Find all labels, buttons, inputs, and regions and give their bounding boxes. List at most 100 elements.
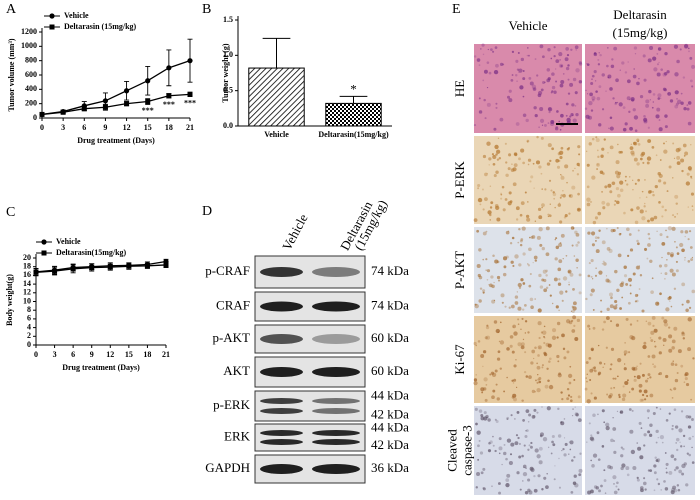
y-tick-label: 14	[23, 279, 31, 288]
row-label: P-AKT	[452, 251, 467, 289]
tissue-speck	[562, 448, 565, 451]
tissue-speck	[685, 181, 691, 186]
tissue-speck	[482, 53, 485, 56]
tissue-speck	[605, 278, 610, 283]
tissue-speck	[541, 364, 544, 367]
tissue-speck	[647, 243, 651, 247]
y-tick-label: 18	[23, 262, 31, 271]
tissue-speck	[520, 57, 525, 62]
tissue-speck	[572, 306, 577, 311]
tissue-speck	[512, 167, 517, 172]
tissue-speck	[685, 414, 690, 419]
tissue-speck	[526, 217, 531, 222]
tissue-speck	[650, 339, 654, 342]
tissue-speck	[490, 48, 493, 51]
tissue-speck	[608, 292, 614, 297]
tissue-speck	[473, 124, 477, 127]
tissue-speck	[621, 61, 625, 65]
tissue-speck	[555, 305, 559, 309]
tissue-speck	[628, 233, 632, 236]
tissue-speck	[656, 107, 661, 112]
tissue-speck	[551, 302, 554, 305]
tissue-speck	[482, 350, 487, 354]
tissue-speck	[586, 93, 589, 95]
tissue-speck	[625, 466, 630, 471]
tissue-speck	[600, 310, 603, 313]
tissue-speck	[543, 335, 545, 338]
tissue-speck	[627, 301, 631, 305]
x-tick-label: 15	[144, 123, 152, 132]
band	[312, 398, 360, 404]
tissue-speck	[661, 441, 664, 444]
tissue-speck	[627, 61, 629, 63]
tissue-speck	[549, 294, 552, 297]
tissue-speck	[510, 304, 515, 309]
tissue-speck	[647, 373, 651, 377]
tissue-speck	[533, 488, 538, 493]
tissue-speck	[610, 228, 615, 233]
tissue-speck	[617, 488, 620, 491]
tissue-speck	[553, 55, 556, 58]
tissue-speck	[653, 215, 658, 220]
tissue-speck	[585, 150, 588, 153]
tissue-speck	[639, 209, 644, 214]
tissue-speck	[610, 387, 613, 390]
tissue-speck	[496, 158, 500, 161]
tissue-speck	[560, 174, 562, 176]
tissue-speck	[623, 350, 628, 355]
tissue-speck	[524, 351, 527, 354]
tissue-speck	[560, 421, 565, 426]
tissue-speck	[548, 284, 551, 286]
tissue-speck	[527, 47, 529, 49]
tissue-speck	[534, 346, 537, 349]
tissue-speck	[681, 472, 685, 476]
tissue-speck	[522, 471, 528, 477]
tissue-speck	[545, 286, 549, 290]
tissue-speck	[650, 330, 655, 335]
tissue-speck	[675, 102, 679, 106]
tissue-speck	[636, 365, 638, 367]
tissue-speck	[519, 488, 522, 491]
tissue-speck	[637, 178, 640, 182]
tissue-speck	[589, 293, 593, 297]
band	[312, 464, 360, 474]
y-tick-label: 16	[23, 270, 31, 279]
tissue-speck	[669, 99, 674, 103]
tissue-speck	[559, 242, 562, 244]
tissue-speck	[631, 409, 634, 412]
tissue-speck	[647, 321, 652, 326]
tissue-speck	[645, 210, 648, 213]
tissue-speck	[632, 179, 634, 181]
tissue-speck	[525, 409, 530, 413]
tissue-speck	[543, 278, 547, 283]
tissue-speck	[636, 239, 639, 243]
tissue-speck	[509, 453, 513, 456]
tissue-speck	[560, 194, 564, 197]
tissue-speck	[611, 58, 614, 61]
tissue-speck	[553, 90, 557, 94]
tissue-speck	[684, 372, 689, 376]
tissue-speck	[502, 272, 507, 277]
tissue-speck	[628, 391, 631, 393]
tissue-speck	[477, 340, 481, 343]
tissue-speck	[661, 215, 664, 218]
tissue-speck	[591, 348, 594, 352]
tissue-speck	[673, 44, 679, 49]
tissue-speck	[614, 269, 618, 274]
tissue-speck	[645, 379, 649, 383]
tissue-speck	[498, 482, 501, 485]
tissue-speck	[653, 464, 657, 468]
tissue-speck	[497, 350, 501, 354]
tissue-speck	[654, 340, 656, 343]
tissue-speck	[619, 282, 624, 288]
tissue-speck	[625, 317, 629, 321]
tissue-speck	[660, 272, 662, 274]
tissue-speck	[522, 480, 524, 482]
tissue-speck	[510, 79, 514, 82]
tissue-speck	[529, 272, 532, 276]
tissue-speck	[638, 421, 642, 425]
tissue-speck	[522, 95, 525, 98]
tissue-speck	[546, 406, 551, 411]
tissue-speck	[615, 485, 618, 488]
tissue-speck	[573, 456, 576, 459]
